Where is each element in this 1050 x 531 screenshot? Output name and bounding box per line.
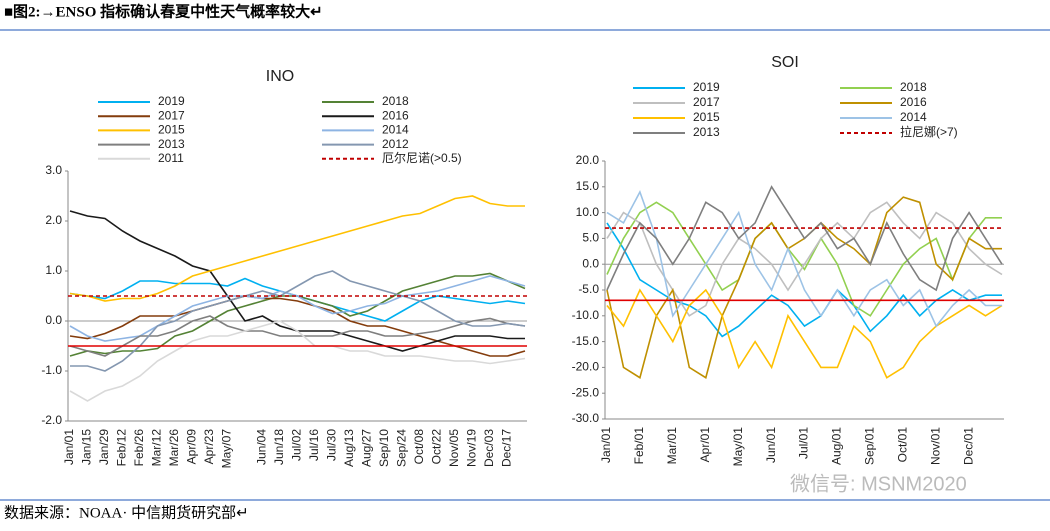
legend-label: 2018 — [900, 80, 927, 94]
y-tick-label: 0.0 — [582, 256, 599, 270]
y-tick-label: 10.0 — [576, 205, 600, 219]
page-title: ■图2:→ENSO 指标确认春夏中性天气概率较大↵ — [4, 2, 323, 20]
x-tick-label: Nov/01 — [928, 427, 942, 465]
series-line — [69, 210, 525, 352]
chart-title: INO — [266, 68, 294, 85]
watermark: 微信号: MSNM2020 — [790, 472, 967, 495]
legend-label: 2018 — [382, 94, 409, 108]
x-tick-label: Dec/03 — [482, 429, 496, 467]
x-tick-label: Apr/23 — [202, 429, 216, 465]
source-note: 数据来源：NOAA· 中信期货研究部↵ — [4, 504, 249, 521]
series-line — [70, 270, 526, 372]
x-tick-label: Nov/05 — [447, 429, 461, 467]
series-line — [69, 320, 526, 402]
legend-label: 拉尼娜(>7) — [900, 124, 958, 139]
y-tick-label: 5.0 — [582, 231, 599, 245]
x-tick-label: Dec/01 — [961, 427, 975, 465]
x-tick-label: Jun/18 — [272, 429, 286, 465]
x-tick-label: Mar/26 — [167, 429, 181, 467]
series-line — [69, 275, 526, 342]
y-tick-label: 15.0 — [576, 179, 600, 193]
series-line — [606, 201, 1003, 317]
chart-title: SOI — [771, 54, 799, 71]
y-tick-label: -20.0 — [572, 360, 600, 374]
legend-label: 2014 — [900, 110, 927, 124]
series-line — [606, 201, 1002, 317]
x-tick-label: Oct/22 — [430, 429, 444, 465]
series-line — [606, 190, 1002, 328]
x-tick-label: Sep/01 — [863, 427, 877, 465]
x-tick-label: Jan/15 — [80, 429, 94, 465]
y-tick-label: -5.0 — [578, 282, 599, 296]
x-tick-label: Jun/01 — [764, 427, 778, 463]
x-tick-label: Jun/04 — [255, 429, 269, 465]
series-line — [606, 288, 1003, 379]
x-tick-label: Mar/12 — [150, 429, 164, 467]
y-tick-label: 0.0 — [45, 313, 62, 327]
y-tick-label: -2.0 — [41, 413, 62, 427]
series-line — [606, 185, 1003, 292]
x-tick-label: Aug/13 — [342, 429, 356, 467]
x-tick-label: Oct/08 — [412, 429, 426, 465]
x-tick-label: May/07 — [220, 429, 234, 469]
series-line — [69, 295, 526, 357]
x-tick-label: Apr/01 — [698, 427, 712, 463]
legend-label: 2019 — [158, 94, 185, 108]
x-tick-label: Jul/01 — [797, 427, 811, 459]
x-tick-label: Jan/29 — [97, 429, 111, 465]
y-tick-label: -10.0 — [572, 308, 600, 322]
y-tick-label: -1.0 — [41, 363, 62, 377]
legend-label: 2011 — [158, 151, 184, 165]
legend-label: 2014 — [382, 123, 409, 137]
x-tick-label: Sep/10 — [377, 429, 391, 467]
legend-label: 2019 — [693, 80, 720, 94]
x-tick-label: Dec/17 — [500, 429, 514, 467]
y-tick-label: 1.0 — [45, 263, 62, 277]
x-tick-label: Jul/02 — [290, 429, 304, 461]
legend-label: 2013 — [158, 137, 185, 151]
x-tick-label: Feb/01 — [632, 427, 646, 465]
series-line — [69, 315, 526, 357]
x-tick-label: Jul/30 — [325, 429, 339, 461]
y-tick-label: 20.0 — [576, 153, 600, 167]
legend-label: 2012 — [382, 137, 409, 151]
x-tick-label: May/01 — [731, 427, 745, 467]
x-tick-label: Feb/26 — [132, 429, 146, 467]
legend-label: 厄尔尼诺(>0.5) — [382, 150, 462, 165]
y-tick-label: 3.0 — [45, 163, 62, 177]
y-tick-label: 2.0 — [45, 213, 62, 227]
legend-label: 2017 — [158, 108, 185, 122]
x-tick-label: Oct/01 — [895, 427, 909, 463]
series-line — [69, 195, 525, 302]
legend-label: 2013 — [693, 125, 720, 139]
x-tick-label: Sep/24 — [395, 429, 409, 467]
x-tick-label: Aug/27 — [360, 429, 374, 467]
legend-label: 2016 — [382, 108, 409, 122]
x-tick-label: Jul/16 — [307, 429, 321, 461]
y-tick-label: -25.0 — [572, 385, 600, 399]
legend-label: 2017 — [693, 95, 720, 109]
x-tick-label: Feb/12 — [115, 429, 129, 467]
legend-label: 2015 — [158, 123, 185, 137]
y-tick-label: -30.0 — [572, 411, 600, 425]
x-tick-label: Apr/09 — [185, 429, 199, 465]
x-tick-label: Jan/01 — [62, 429, 76, 465]
y-tick-label: -15.0 — [572, 334, 600, 348]
x-tick-label: Mar/01 — [665, 427, 679, 465]
legend-label: 2016 — [900, 95, 927, 109]
legend-label: 2015 — [693, 110, 720, 124]
x-tick-label: Jan/01 — [599, 427, 613, 463]
x-tick-label: Nov/19 — [465, 429, 479, 467]
x-tick-label: Aug/01 — [830, 427, 844, 465]
